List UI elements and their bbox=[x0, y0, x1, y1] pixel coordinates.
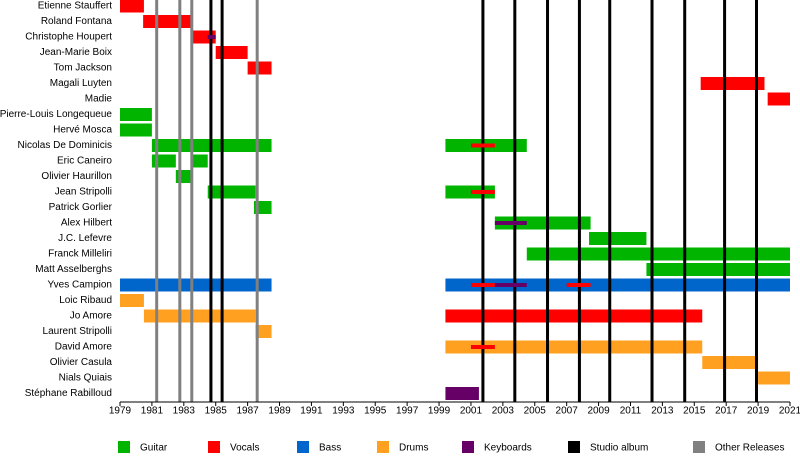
member-label: Nials Quiais bbox=[59, 373, 112, 384]
secondary-role-bar bbox=[470, 190, 495, 194]
member-label: Olivier Casula bbox=[50, 357, 113, 368]
x-tick-label: 1997 bbox=[396, 406, 419, 417]
secondary-role-bar bbox=[494, 221, 527, 225]
member-bar bbox=[247, 61, 272, 75]
member-label: Eric Caneiro bbox=[57, 156, 112, 167]
member-label: Franck Milleliri bbox=[48, 249, 112, 260]
x-tick-label: 2013 bbox=[651, 406, 674, 417]
x-tick-label: 1987 bbox=[236, 406, 259, 417]
x-tick-label: 2017 bbox=[715, 406, 738, 417]
member-bar bbox=[494, 216, 591, 230]
legend-swatch bbox=[208, 441, 220, 453]
x-tick-label: 1981 bbox=[141, 406, 164, 417]
legend-label: Drums bbox=[399, 443, 428, 454]
member-label: Etienne Stauffert bbox=[38, 1, 113, 12]
legend-swatch bbox=[693, 441, 705, 453]
member-bar bbox=[702, 356, 759, 369]
x-tick-label: 2009 bbox=[587, 406, 610, 417]
member-label: Matt Asselberghs bbox=[35, 264, 112, 275]
member-label: Patrick Gorlier bbox=[49, 202, 113, 213]
legend-label: Vocals bbox=[230, 443, 259, 454]
secondary-role-bar bbox=[494, 283, 527, 287]
member-bar bbox=[589, 232, 647, 245]
legend-swatch bbox=[568, 441, 580, 453]
member-label: Pierre-Louis Longequeue bbox=[0, 109, 112, 120]
legend-swatch bbox=[118, 441, 130, 453]
member-bar bbox=[445, 309, 703, 323]
x-tick-label: 1979 bbox=[109, 406, 132, 417]
legend-label: Guitar bbox=[140, 443, 168, 454]
member-bar bbox=[120, 0, 144, 13]
secondary-role-bar bbox=[207, 35, 216, 39]
member-label: Yves Campion bbox=[48, 280, 112, 291]
member-label: Roland Fontana bbox=[41, 16, 113, 27]
legend-label: Bass bbox=[319, 443, 341, 454]
member-label: Nicolas De Dominicis bbox=[18, 140, 112, 151]
legend-swatch bbox=[462, 441, 474, 453]
legend-swatch bbox=[377, 441, 389, 453]
member-label: Hervé Mosca bbox=[53, 125, 112, 136]
member-label: Jean-Marie Boix bbox=[40, 47, 112, 58]
member-bar bbox=[445, 340, 703, 354]
member-label: Christophe Houpert bbox=[25, 32, 112, 43]
member-label: Laurent Stripolli bbox=[43, 326, 112, 337]
x-tick-label: 1983 bbox=[173, 406, 196, 417]
member-bar bbox=[255, 325, 272, 338]
member-bar bbox=[175, 170, 192, 183]
member-bar bbox=[700, 77, 765, 90]
member-bar bbox=[526, 247, 790, 261]
legend-label: Studio album bbox=[590, 443, 648, 454]
x-tick-label: 2005 bbox=[524, 406, 547, 417]
x-tick-label: 2019 bbox=[747, 406, 770, 417]
member-label: Alex Hilbert bbox=[61, 218, 112, 229]
x-tick-label: 2007 bbox=[556, 406, 579, 417]
member-label: David Amore bbox=[55, 342, 113, 353]
secondary-role-bar bbox=[470, 283, 495, 287]
member-label: Olivier Haurillon bbox=[41, 171, 112, 182]
legend-label: Keyboards bbox=[484, 443, 532, 454]
member-label: Magali Luyten bbox=[50, 78, 112, 89]
x-tick-label: 1985 bbox=[205, 406, 228, 417]
x-tick-label: 2011 bbox=[620, 406, 642, 417]
member-bar bbox=[207, 185, 256, 199]
x-tick-label: 1999 bbox=[428, 406, 451, 417]
member-label: Loic Ribaud bbox=[59, 295, 112, 306]
member-bar bbox=[445, 278, 790, 292]
x-tick-label: 2021 bbox=[779, 406, 800, 417]
member-label: Tom Jackson bbox=[54, 63, 112, 74]
member-label: Jo Amore bbox=[70, 311, 113, 322]
x-tick-label: 2015 bbox=[683, 406, 706, 417]
member-label: Stéphane Rabilloud bbox=[25, 388, 112, 399]
x-tick-label: 1989 bbox=[268, 406, 291, 417]
member-bar bbox=[120, 108, 152, 121]
x-tick-label: 2001 bbox=[460, 406, 483, 417]
member-bar bbox=[120, 278, 272, 292]
member-label: Madie bbox=[85, 94, 113, 105]
member-bar bbox=[120, 123, 152, 137]
member-bar bbox=[445, 387, 479, 400]
member-bar bbox=[191, 154, 208, 168]
member-bar bbox=[646, 263, 790, 276]
member-bar bbox=[758, 371, 790, 385]
member-bar bbox=[767, 92, 790, 106]
member-label: Jean Stripolli bbox=[55, 187, 112, 198]
x-tick-label: 1993 bbox=[332, 406, 355, 417]
secondary-role-bar bbox=[566, 283, 591, 287]
member-label: J.C. Lefevre bbox=[58, 233, 112, 244]
x-tick-label: 1991 bbox=[300, 406, 323, 417]
legend-swatch bbox=[297, 441, 309, 453]
member-bar bbox=[215, 46, 248, 59]
member-bar bbox=[120, 294, 144, 307]
member-bar bbox=[143, 15, 192, 28]
secondary-role-bar bbox=[470, 345, 495, 349]
x-tick-label: 1995 bbox=[364, 406, 387, 417]
legend-label: Other Releases bbox=[715, 443, 784, 454]
secondary-role-bar bbox=[470, 143, 495, 148]
x-tick-label: 2003 bbox=[492, 406, 515, 417]
member-bar bbox=[143, 309, 256, 323]
